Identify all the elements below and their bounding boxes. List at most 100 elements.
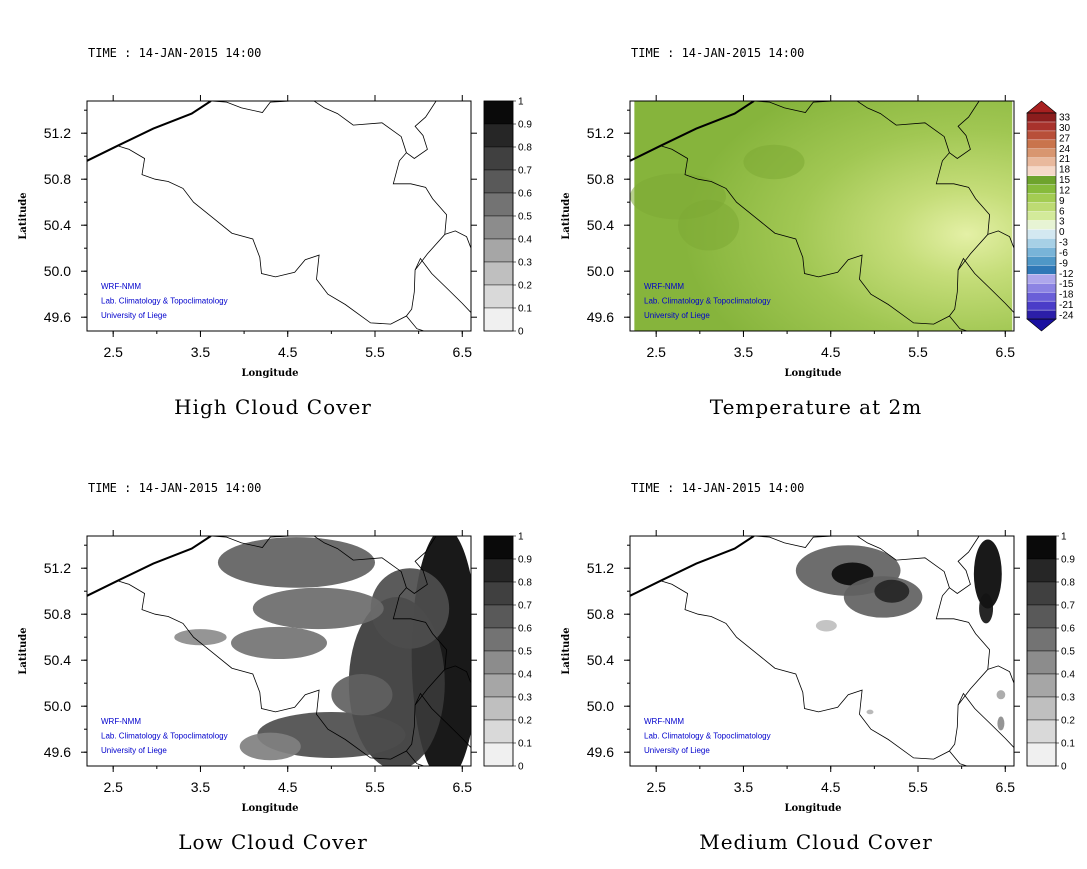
colorbar-label: 0.1 (518, 739, 532, 750)
x-tick-label: 4.5 (278, 344, 298, 360)
colorbar-label: 1 (1061, 532, 1067, 543)
map-borders (87, 101, 471, 331)
germany-border (444, 665, 471, 684)
y-tick-label: 50.0 (587, 263, 614, 279)
colorbar-label: 0.7 (518, 166, 532, 177)
colorbar-swatch (483, 100, 514, 125)
y-axis-title: Latitude (561, 192, 572, 239)
x-tick-label: 2.5 (646, 344, 666, 360)
y-tick-label: 50.4 (44, 217, 71, 233)
cloud-cell (217, 537, 375, 588)
netherlands-border (753, 536, 842, 548)
cloud-cell (973, 539, 1002, 609)
colorbar-swatch (483, 192, 514, 217)
y-tick-label: 50.0 (44, 263, 71, 279)
x-tick-label: 3.5 (191, 779, 211, 795)
colorbar-swatch (483, 604, 514, 629)
limburg-border (949, 101, 980, 159)
colorbar-swatch (483, 146, 514, 171)
belgium-border (117, 536, 448, 760)
colorbar-swatch (483, 673, 514, 698)
colorbar-label: -15 (1059, 279, 1074, 290)
y-tick-label: 51.2 (587, 125, 614, 141)
colorbar-swatch (1026, 300, 1057, 311)
field-layer (795, 539, 1006, 731)
colorbar-label: 0.8 (1061, 578, 1075, 589)
credit-line: WRF-NMM (644, 282, 684, 291)
colorbar-label: 0.5 (1061, 647, 1075, 658)
colorbar-label: 0.1 (1061, 739, 1075, 750)
colorbar-label: 1 (518, 532, 524, 543)
cloud-cell (815, 619, 837, 632)
colorbar-swatch (1026, 627, 1057, 652)
panel-title: Medium Cloud Cover (699, 830, 933, 854)
colorbar-label: 9 (1059, 196, 1065, 207)
germany-border (987, 665, 1014, 684)
belgium-border (660, 101, 991, 325)
colorbar-swatch (1026, 274, 1057, 284)
colorbar-label: 0.8 (518, 143, 532, 154)
map-borders (87, 536, 471, 766)
panel-title: Low Cloud Cover (178, 830, 368, 854)
x-tick-label: 6.5 (453, 779, 473, 795)
credit-line: WRF-NMM (644, 717, 684, 726)
colorbar-label: -18 (1059, 290, 1074, 301)
cloud-cell (331, 674, 393, 716)
colorbar-swatch (1026, 673, 1057, 698)
x-axis-title: Longitude (241, 803, 298, 814)
colorbar-label: 0.2 (1061, 716, 1075, 727)
colorbar-swatch (1026, 193, 1057, 203)
colorbar-max-arrow (1026, 100, 1057, 114)
colorbar-label: 21 (1059, 154, 1071, 165)
germany-border (987, 230, 1014, 249)
x-tick-label: 2.5 (646, 779, 666, 795)
panel-title: Temperature at 2m (710, 395, 922, 419)
netherlands-border (753, 101, 842, 113)
y-tick-label: 49.6 (587, 744, 614, 760)
colorbar-swatch (483, 261, 514, 286)
colorbar-swatch (483, 238, 514, 263)
y-tick-label: 51.2 (587, 560, 614, 576)
chart-panel-1: TIME : 14-JAN-2015 14:00 2.5 3.5 4.5 5.5 6.5 5… (561, 46, 1074, 419)
y-tick-label: 50.8 (44, 171, 71, 187)
colorbar-label: 18 (1059, 165, 1071, 176)
map-borders (630, 101, 1014, 331)
colorbar-label: 0.9 (1061, 555, 1075, 566)
y-axis-title: Latitude (18, 627, 29, 674)
colorbar-label: 0.4 (518, 670, 532, 681)
colorbar-swatch (1026, 291, 1057, 302)
colorbar-swatch (1026, 157, 1057, 167)
colorbar-swatch (1026, 719, 1057, 744)
colorbar-swatch (483, 742, 514, 767)
y-tick-label: 50.0 (44, 698, 71, 714)
colorbar-swatch (1026, 696, 1057, 721)
colorbar-swatch (1026, 742, 1057, 767)
colorbar-swatch (483, 169, 514, 194)
time-label: TIME : 14-JAN-2015 14:00 (631, 481, 804, 495)
colorbar-label: 15 (1059, 175, 1071, 186)
luxembourg-border (414, 692, 471, 748)
x-tick-label: 5.5 (908, 779, 928, 795)
colorbar-swatch (1026, 220, 1057, 230)
credit-line: WRF-NMM (101, 717, 141, 726)
colorbar-swatch (1026, 256, 1057, 266)
colorbar-label: 30 (1059, 123, 1071, 134)
colorbar-label: -6 (1059, 248, 1068, 259)
colorbar-label: -21 (1059, 300, 1074, 311)
colorbar-label: 0.4 (1061, 670, 1075, 681)
x-tick-label: 4.5 (821, 344, 841, 360)
colorbar-swatch (483, 215, 514, 240)
luxembourg-border (957, 692, 1014, 748)
colorbar-label: 0 (518, 762, 524, 773)
colorbar-label: 33 (1059, 113, 1071, 124)
y-tick-label: 50.0 (587, 698, 614, 714)
credit-line: WRF-NMM (101, 282, 141, 291)
x-tick-label: 3.5 (734, 779, 754, 795)
y-tick-label: 50.4 (587, 652, 614, 668)
plot-frame (86, 535, 472, 767)
credit-line: Lab. Climatology & Topoclimatology (101, 297, 228, 306)
chart-panel-3: TIME : 14-JAN-2015 14:00 2.5 3.5 4.5 5.5 6.5 5… (561, 481, 1075, 854)
colorbar-swatch (483, 307, 514, 332)
colorbar-swatch (483, 558, 514, 583)
credit-line: Lab. Climatology & Topoclimatology (644, 732, 771, 741)
